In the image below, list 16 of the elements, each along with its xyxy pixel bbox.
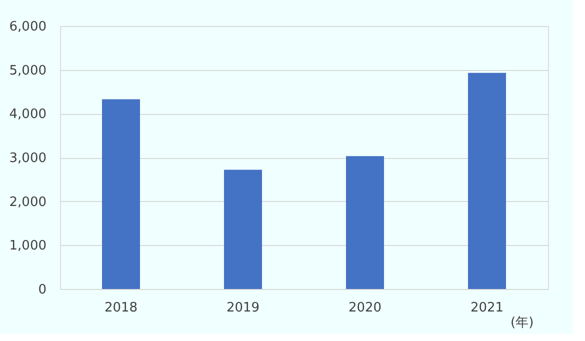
x-tick-label: 2021 bbox=[470, 300, 504, 316]
bar bbox=[224, 170, 262, 289]
bar bbox=[102, 99, 140, 289]
y-tick-label: 3,000 bbox=[9, 151, 46, 166]
y-tick-label: 0 bbox=[38, 282, 46, 298]
y-tick-label: 1,000 bbox=[9, 238, 46, 254]
y-tick-label: 4,000 bbox=[9, 107, 46, 122]
x-tick-label: 2018 bbox=[104, 300, 138, 316]
bar bbox=[346, 156, 384, 289]
bar bbox=[468, 72, 506, 289]
y-tick-label: 5,000 bbox=[9, 63, 46, 78]
x-tick-label: 2019 bbox=[226, 300, 260, 316]
x-tick-label: 2020 bbox=[348, 300, 382, 316]
x-axis-title: (年) bbox=[510, 316, 534, 330]
y-tick-label: 6,000 bbox=[9, 20, 46, 34]
y-tick-label: 2,000 bbox=[9, 194, 46, 210]
